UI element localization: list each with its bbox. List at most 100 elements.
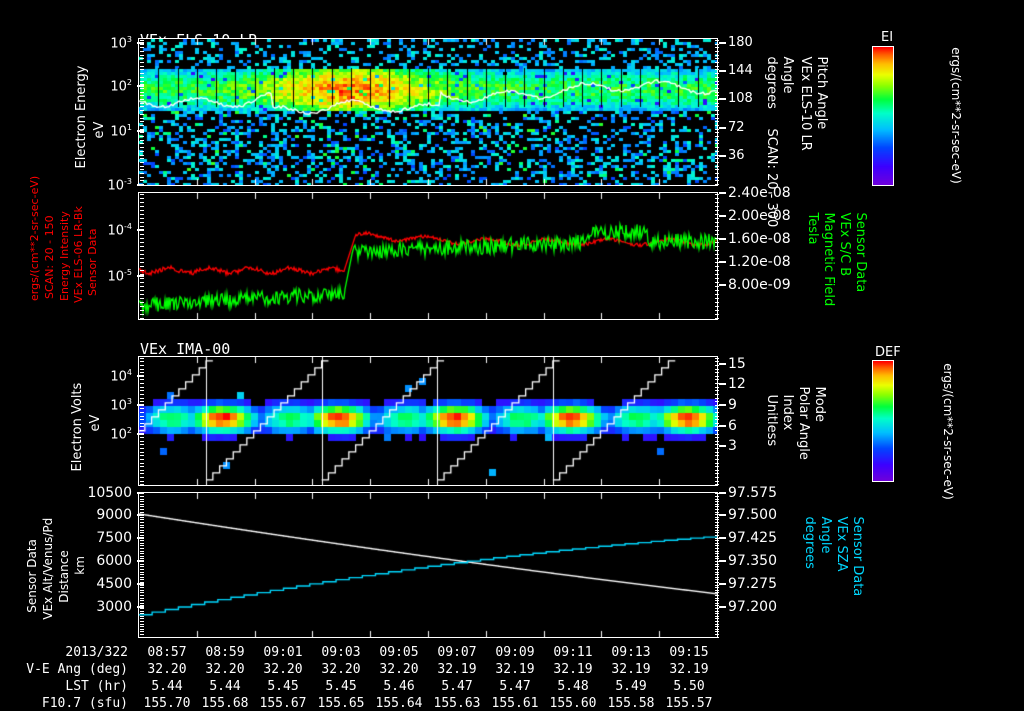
panel-els-lr-plot bbox=[138, 38, 718, 186]
axis-tick-label: 9 bbox=[728, 396, 737, 413]
time-table-cell: 32.20 bbox=[147, 662, 187, 677]
panel-magnetic-plot bbox=[138, 192, 718, 320]
axis-tick-label: 104 bbox=[110, 368, 132, 385]
panel-els-lr-right-label-angle: Angle bbox=[780, 56, 795, 94]
panel-ima-right-label-index: Index bbox=[780, 394, 795, 431]
panel-magnetic-right-label-units: Tesla bbox=[805, 212, 820, 245]
panel-magnetic-canvas bbox=[139, 193, 717, 319]
axis-tick-label: 108 bbox=[728, 91, 753, 107]
panel-altitude-right-label-sza: VEx SZA bbox=[834, 516, 849, 572]
panel-magnetic-right-label-sensor: Sensor Data bbox=[853, 212, 868, 293]
time-table-cell: 32.19 bbox=[669, 662, 709, 677]
time-table-cell: 155.63 bbox=[433, 696, 481, 711]
axis-tick-label: 97.500 bbox=[728, 506, 777, 523]
axis-tick-mark bbox=[719, 70, 726, 73]
axis-tick-label: 6000 bbox=[96, 552, 132, 569]
axis-tick-label: 15 bbox=[728, 356, 746, 373]
axis-tick-label: 10-5 bbox=[107, 268, 132, 285]
axis-tick-mark bbox=[719, 237, 726, 240]
axis-tick-label: 103 bbox=[110, 35, 132, 52]
panel-altitude-right-label-angle: Angle bbox=[818, 516, 833, 554]
axis-tick-mark bbox=[719, 192, 726, 195]
axis-tick-mark bbox=[719, 98, 726, 101]
time-axis-table: 2013/322 V-E Ang (deg) LST (hr) F10.7 (sfu)… bbox=[0, 640, 1024, 711]
time-table-cell: 09:01 bbox=[263, 645, 303, 660]
axis-tick-mark bbox=[719, 513, 726, 516]
time-table-cell: 155.61 bbox=[491, 696, 539, 711]
panel-els-lr-right-label-a: degrees bbox=[764, 56, 779, 109]
axis-tick-label: 8.00e-09 bbox=[728, 276, 791, 293]
axis-tick-mark bbox=[719, 214, 726, 217]
time-table-cell: 155.58 bbox=[607, 696, 655, 711]
axis-tick-label: 2.00e-08 bbox=[728, 207, 791, 224]
colorbar-ei-name: EI bbox=[881, 30, 894, 45]
time-table-cell: 155.65 bbox=[317, 696, 365, 711]
panel-ima-right-label-unitless: Unitless bbox=[764, 394, 779, 447]
axis-tick-label: 36 bbox=[728, 147, 745, 163]
axis-tick-mark bbox=[719, 283, 726, 286]
axis-tick-label: 72 bbox=[728, 119, 745, 135]
time-table-cell: 09:05 bbox=[379, 645, 419, 660]
axis-tick-label: 97.575 bbox=[728, 484, 777, 501]
axis-tick-mark bbox=[719, 536, 726, 539]
axis-tick-mark bbox=[719, 260, 726, 263]
axis-tick-label: 3 bbox=[728, 438, 737, 455]
time-table-cell: 09:03 bbox=[321, 645, 361, 660]
axis-tick-mark bbox=[719, 126, 726, 129]
colorbar-def-name: DEF bbox=[875, 345, 901, 360]
axis-tick-mark bbox=[719, 491, 726, 494]
time-table-cell: 5.48 bbox=[557, 679, 589, 694]
colorbar-ei-units: ergs/(cm**2-sr-sec-eV) bbox=[949, 47, 963, 184]
time-table-cell: 32.19 bbox=[495, 662, 535, 677]
axis-tick-label: 97.275 bbox=[728, 575, 777, 592]
panel-ima-canvas bbox=[139, 357, 717, 485]
time-table-cell: 32.20 bbox=[205, 662, 245, 677]
panel-ima-right-label-polar: Polar Angle bbox=[796, 386, 811, 460]
time-table-row-label: LST (hr) bbox=[65, 679, 128, 694]
axis-tick-label: 1.20e-08 bbox=[728, 253, 791, 270]
axis-tick-mark bbox=[719, 403, 726, 406]
axis-tick-mark bbox=[719, 363, 726, 366]
time-table-cell: 5.44 bbox=[209, 679, 241, 694]
time-table-cell: 09:11 bbox=[553, 645, 593, 660]
axis-tick-label: 97.350 bbox=[728, 552, 777, 569]
axis-tick-mark bbox=[719, 154, 726, 157]
panel-magnetic-left-label-title: Sensor Data bbox=[86, 228, 99, 296]
time-table-cell: 32.20 bbox=[379, 662, 419, 677]
axis-tick-mark bbox=[719, 606, 726, 609]
panel-altitude-canvas bbox=[139, 493, 717, 637]
panel-els-lr-right-label-scan: SCAN: 20 - 300 bbox=[764, 128, 779, 228]
axis-tick-label: 144 bbox=[728, 63, 753, 79]
time-table-cell: 155.64 bbox=[375, 696, 423, 711]
time-table-cell: 5.47 bbox=[499, 679, 531, 694]
time-table-cell: 155.57 bbox=[665, 696, 713, 711]
axis-tick-mark bbox=[719, 424, 726, 427]
panel-altitude-right-label-sensor: Sensor Data bbox=[850, 516, 865, 597]
axis-tick-label: 180 bbox=[728, 35, 753, 51]
panel-magnetic-right-label-scb: VEx S/C B bbox=[837, 212, 852, 277]
axis-tick-label: 10-4 bbox=[107, 222, 132, 239]
axis-tick-mark bbox=[719, 382, 726, 385]
time-table-cell: 09:13 bbox=[611, 645, 651, 660]
axis-tick-label: 12 bbox=[728, 375, 746, 392]
axis-tick-label: 97.425 bbox=[728, 529, 777, 546]
axis-tick-mark bbox=[719, 445, 726, 448]
axis-tick-label: 9000 bbox=[96, 506, 132, 523]
time-table-cell: 08:57 bbox=[147, 645, 187, 660]
axis-tick-label: 10-3 bbox=[107, 176, 132, 194]
time-table-row-label: V-E Ang (deg) bbox=[26, 662, 128, 677]
time-table-cell: 09:15 bbox=[669, 645, 709, 660]
colorbar-def bbox=[872, 360, 894, 482]
time-table-cell: 09:07 bbox=[437, 645, 477, 660]
panel-ima-left-units: eV bbox=[88, 414, 103, 432]
time-table-cell: 5.49 bbox=[615, 679, 647, 694]
axis-tick-label: 6 bbox=[728, 417, 737, 434]
axis-tick-label: 1.60e-08 bbox=[728, 230, 791, 247]
axis-tick-mark bbox=[719, 559, 726, 562]
time-table-cell: 5.45 bbox=[267, 679, 299, 694]
panel-altitude-left-label-km: km bbox=[73, 556, 87, 575]
axis-tick-label: 7500 bbox=[96, 529, 132, 546]
panel-altitude-plot bbox=[138, 492, 718, 638]
panel-els-lr-left-units: eV bbox=[92, 121, 107, 139]
